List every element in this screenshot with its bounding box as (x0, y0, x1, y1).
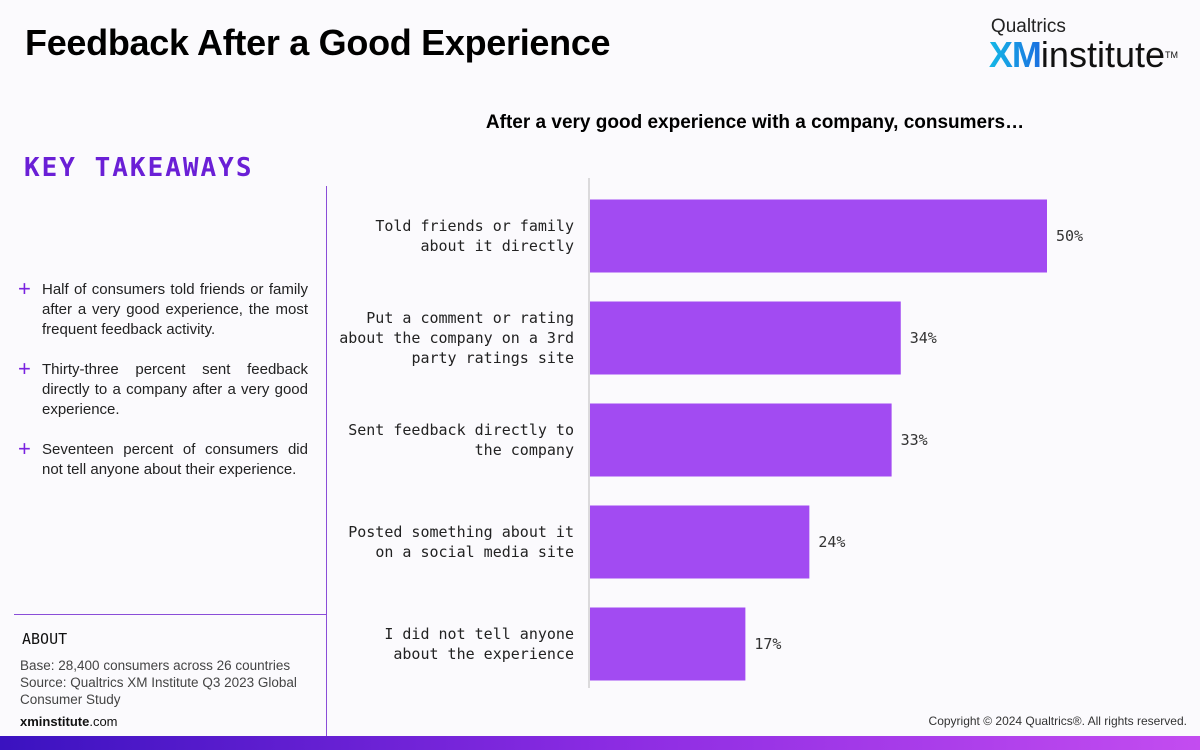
page-title: Feedback After a Good Experience (25, 22, 611, 63)
data-label: 34% (910, 329, 937, 347)
takeaway-text: Thirty-three percent sent feedback direc… (42, 361, 308, 418)
copyright-notice: Copyright © 2024 Qualtrics®. All rights … (928, 714, 1187, 728)
divider-vertical (326, 186, 327, 736)
bar-chart: 50% Told friends or family about it direct… (339, 178, 1083, 688)
data-label: 24% (818, 533, 845, 551)
plus-icon: + (18, 356, 31, 381)
category-label-line: party ratings site (411, 349, 574, 367)
plus-icon: + (18, 436, 31, 461)
xm-institute-logo: Qualtrics XMinstituteTM (988, 16, 1178, 75)
chart-title: After a very good experience with a comp… (485, 112, 1025, 133)
takeaway-item: + Seventeen percent of consumers did not… (18, 436, 308, 480)
bar (590, 607, 746, 681)
about-text: Base: 28,400 consumers across 26 countri… (20, 657, 320, 708)
category-label: Posted something about it on a social med… (348, 523, 574, 561)
key-takeaways-heading: KEY TAKEAWAYS (24, 153, 254, 183)
site-link[interactable]: xminstitute.com (20, 714, 118, 729)
data-label: 17% (754, 635, 781, 653)
bar (590, 301, 901, 375)
bar (590, 403, 892, 477)
category-label-line: the company (475, 441, 574, 459)
takeaway-item: + Thirty-three percent sent feedback dir… (18, 356, 308, 420)
category-label-line: Posted something about it (348, 523, 574, 541)
takeaways-list: + Half of consumers told friends or fami… (18, 276, 308, 500)
logo-xm-text: XM (988, 34, 1042, 75)
takeaway-item: + Half of consumers told friends or fami… (18, 276, 308, 340)
bar (590, 505, 810, 579)
category-label: Told friends or family about it directly (375, 217, 574, 255)
category-label-line: I did not tell anyone (384, 625, 574, 643)
category-label-line: about the experience (393, 645, 574, 663)
data-label: 33% (901, 431, 928, 449)
about-base: Base: 28,400 consumers across 26 countri… (20, 658, 291, 673)
logo-institute-text: institute (1040, 34, 1165, 75)
takeaway-text: Seventeen percent of consumers did not t… (42, 441, 308, 478)
takeaway-text: Half of consumers told friends or family… (42, 281, 308, 338)
category-label: Sent feedback directly to the company (348, 421, 574, 459)
site-link-domain: .com (89, 714, 118, 729)
category-label-line: Put a comment or rating (366, 309, 574, 327)
logo-qualtrics-text: Qualtrics (990, 16, 1066, 37)
category-label-line: on a social media site (375, 543, 574, 561)
category-label-line: about it directly (420, 237, 574, 255)
plus-icon: + (18, 276, 31, 301)
logo-trademark: TM (1165, 50, 1178, 60)
category-label: Put a comment or rating about the company… (339, 309, 574, 367)
category-label-line: about the company on a 3rd (339, 329, 574, 347)
category-label: I did not tell anyone about the experienc… (384, 625, 574, 663)
bar (590, 199, 1047, 273)
site-link-bold: xminstitute (20, 714, 90, 729)
footer-gradient-bar (0, 736, 1200, 750)
about-heading: ABOUT (22, 630, 68, 648)
divider-horizontal (14, 614, 326, 615)
category-label-line: Told friends or family (375, 217, 574, 235)
category-label-line: Sent feedback directly to (348, 421, 574, 439)
about-source: Source: Qualtrics XM Institute Q3 2023 G… (20, 675, 297, 707)
data-label: 50% (1056, 227, 1083, 245)
